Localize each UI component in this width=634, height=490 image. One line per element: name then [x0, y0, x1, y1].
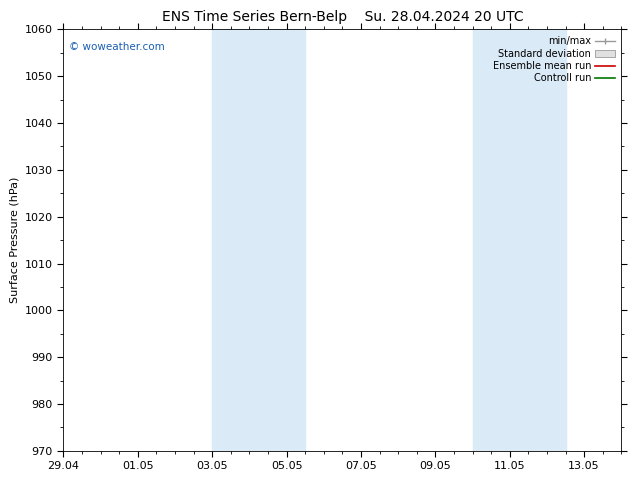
Bar [472, 29, 566, 451]
Text: © woweather.com: © woweather.com [69, 42, 165, 52]
Legend: min/max, Standard deviation, Ensemble mean run, Controll run: min/max, Standard deviation, Ensemble me… [491, 34, 616, 85]
Y-axis label: Surface Pressure (hPa): Surface Pressure (hPa) [10, 177, 19, 303]
Title: ENS Time Series Bern-Belp    Su. 28.04.2024 20 UTC: ENS Time Series Bern-Belp Su. 28.04.2024… [162, 10, 523, 24]
Bar [212, 29, 305, 451]
